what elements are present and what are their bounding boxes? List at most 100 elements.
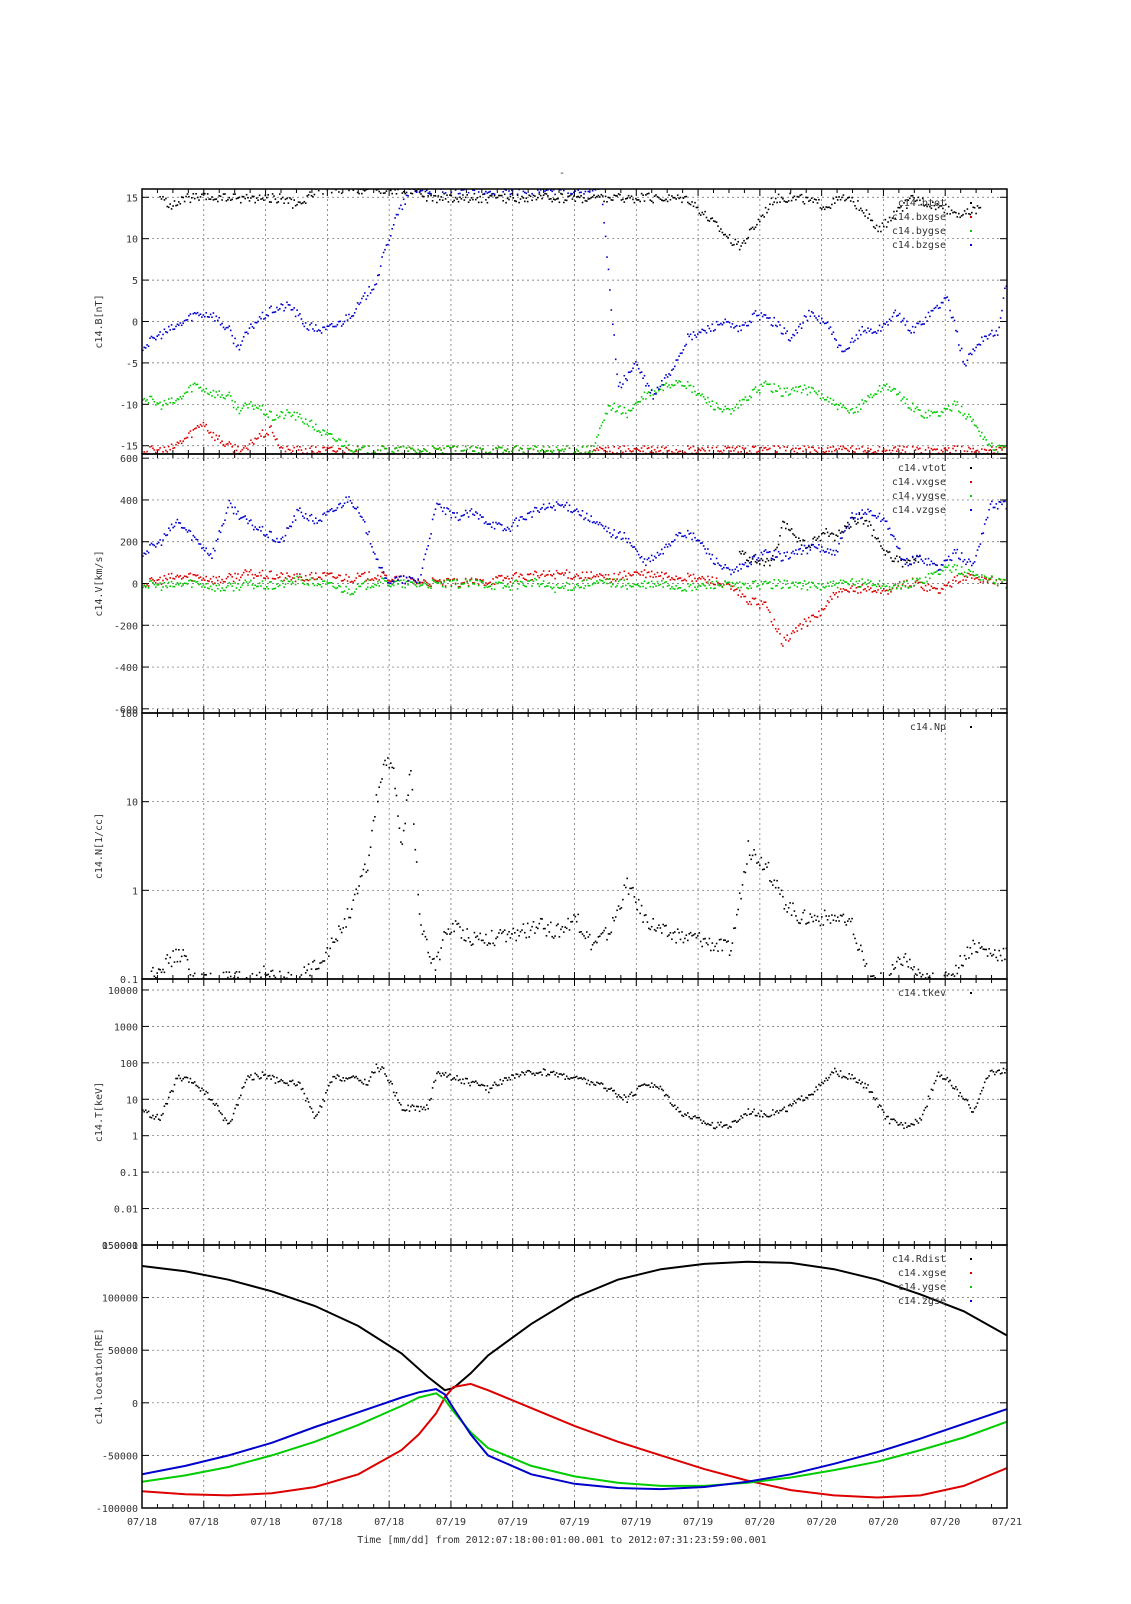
data-point — [967, 576, 969, 578]
data-point — [671, 384, 673, 386]
data-point — [795, 199, 797, 201]
data-point — [582, 202, 584, 204]
data-point — [539, 191, 541, 193]
data-point — [318, 430, 320, 432]
data-point — [357, 507, 359, 509]
data-point — [648, 391, 650, 393]
data-point — [639, 451, 641, 453]
data-point — [154, 337, 156, 339]
data-point — [985, 439, 987, 441]
data-point — [805, 583, 807, 585]
data-point — [664, 377, 666, 379]
data-point — [860, 334, 862, 336]
data-point — [302, 202, 304, 204]
data-point — [626, 588, 628, 590]
data-point — [436, 580, 438, 582]
data-point — [500, 447, 502, 449]
data-point — [699, 331, 701, 333]
data-point — [279, 416, 281, 418]
data-point — [265, 974, 267, 976]
data-point — [961, 573, 963, 575]
data-point — [590, 197, 592, 199]
data-point — [249, 520, 251, 522]
data-point — [613, 403, 615, 405]
data-point — [177, 961, 179, 963]
data-point — [897, 547, 899, 549]
data-point — [603, 577, 605, 579]
data-point — [730, 574, 732, 576]
data-point — [655, 585, 657, 587]
data-point — [903, 559, 905, 561]
data-point — [622, 199, 624, 201]
data-point — [438, 952, 440, 954]
data-point — [772, 325, 774, 327]
data-point — [149, 446, 151, 448]
data-point — [919, 448, 921, 450]
data-point — [489, 191, 491, 193]
y-tick-label: 400 — [120, 496, 138, 507]
data-point — [276, 538, 278, 540]
data-point — [975, 555, 977, 557]
data-point — [589, 191, 591, 193]
data-point — [302, 515, 304, 517]
data-point — [302, 421, 304, 423]
data-point — [246, 581, 248, 583]
data-point — [518, 520, 520, 522]
data-point — [260, 585, 262, 587]
data-point — [665, 199, 667, 201]
data-point — [722, 568, 724, 570]
data-point — [373, 580, 375, 582]
data-point — [639, 401, 641, 403]
data-point — [821, 208, 823, 210]
data-point — [877, 330, 879, 332]
data-point — [161, 972, 163, 974]
data-point — [912, 195, 914, 197]
data-point — [368, 445, 370, 447]
data-point — [624, 445, 626, 447]
data-point — [648, 447, 650, 449]
data-point — [779, 447, 781, 449]
data-point — [619, 405, 621, 407]
data-point — [706, 588, 708, 590]
data-point — [848, 197, 850, 199]
data-point — [962, 574, 964, 576]
data-point — [256, 197, 258, 199]
data-point — [799, 540, 801, 542]
data-point — [254, 526, 256, 528]
data-point — [974, 424, 976, 426]
data-point — [286, 302, 288, 304]
data-point — [193, 535, 195, 537]
data-point — [645, 588, 647, 590]
data-point — [452, 446, 454, 448]
data-point — [562, 194, 564, 196]
data-point — [387, 244, 389, 246]
data-point — [224, 590, 226, 592]
data-point — [319, 431, 321, 433]
data-point — [322, 960, 324, 962]
data-point — [954, 211, 956, 213]
data-point — [961, 406, 963, 408]
data-point — [288, 527, 290, 529]
data-point — [684, 589, 686, 591]
data-point — [244, 332, 246, 334]
data-point — [1001, 449, 1003, 451]
data-point — [678, 355, 680, 357]
data-point — [415, 849, 417, 851]
data-point — [735, 239, 737, 241]
data-point — [625, 378, 627, 380]
data-point — [355, 450, 357, 452]
data-point — [959, 573, 961, 575]
data-point — [719, 230, 721, 232]
data-point — [686, 388, 688, 390]
data-point — [197, 539, 199, 541]
data-point — [887, 221, 889, 223]
data-point — [781, 333, 783, 335]
data-point — [619, 579, 621, 581]
data-point — [400, 576, 402, 578]
data-point — [549, 185, 551, 187]
data-point — [683, 590, 685, 592]
data-point — [977, 450, 979, 452]
data-point — [439, 959, 441, 961]
data-point — [198, 577, 200, 579]
data-point — [680, 577, 682, 579]
